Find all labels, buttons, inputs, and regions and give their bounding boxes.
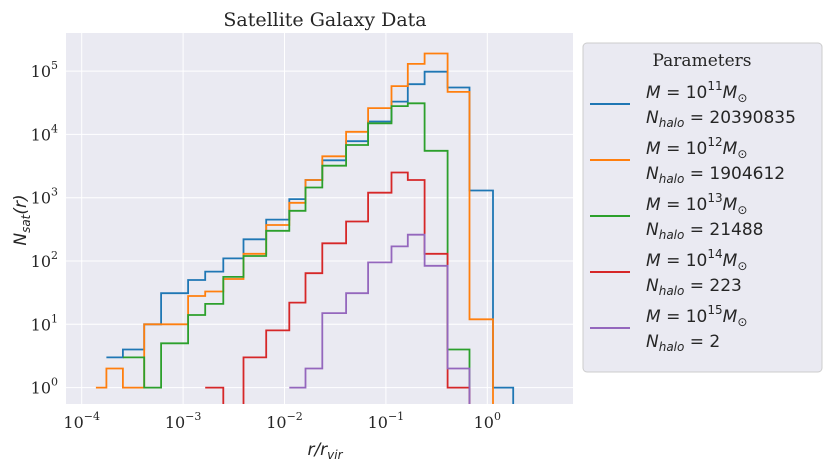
series-layer	[66, 52, 573, 414]
x-tick-label: 10−4	[63, 410, 100, 432]
legend-nhalo-label: Nhalo = 20390835	[646, 108, 796, 130]
legend-nhalo-label: Nhalo = 2	[646, 332, 720, 354]
series-line-m12	[95, 52, 494, 406]
legend-mass-label: M = 1012M⊙	[646, 135, 747, 161]
legend-nhalo-label: Nhalo = 1904612	[646, 164, 785, 186]
x-tick-label: 10−1	[368, 410, 405, 432]
legend-nhalo-label: Nhalo = 223	[646, 276, 742, 298]
legend-mass-label: M = 1013M⊙	[646, 191, 747, 217]
plot-area	[66, 33, 573, 404]
y-tick-labels: 100 101 102 103 104 105	[31, 59, 58, 397]
y-tick-label: 103	[31, 186, 58, 208]
legend-title: Parameters	[653, 51, 752, 71]
chart-title: Satellite Galaxy Data	[223, 9, 426, 31]
y-axis-label-group: Nsat(r)	[11, 194, 33, 245]
x-axis-label: r/rvir	[307, 440, 343, 462]
y-tick-label: 101	[31, 312, 58, 334]
x-tick-label: 10−2	[266, 410, 303, 432]
series-line-m13	[122, 102, 471, 406]
x-tick-labels: 10−4 10−3 10−2 10−1 100	[63, 410, 501, 432]
y-tick-label: 105	[31, 59, 58, 81]
series-line-m15	[289, 233, 471, 406]
y-tick-label: 100	[31, 376, 58, 398]
x-tick-label: 100	[474, 410, 501, 432]
series-line-m14	[205, 171, 471, 407]
y-tick-label: 102	[31, 249, 58, 271]
x-tick-label: 10−3	[165, 410, 202, 432]
legend-mass-label: M = 1015M⊙	[646, 303, 747, 329]
legend-mass-label: M = 1011M⊙	[646, 79, 747, 105]
y-tick-label: 104	[31, 122, 58, 144]
legend-mass-label: M = 1014M⊙	[646, 247, 747, 273]
legend-entries: M = 1011M⊙ Nhalo = 20390835 M = 1012M⊙ Nhal…	[590, 79, 796, 354]
y-axis-label: Nsat(r)	[11, 194, 33, 245]
plot-floor-mask	[66, 404, 573, 414]
legend-nhalo-label: Nhalo = 21488	[646, 220, 764, 242]
legend-box	[582, 42, 823, 373]
